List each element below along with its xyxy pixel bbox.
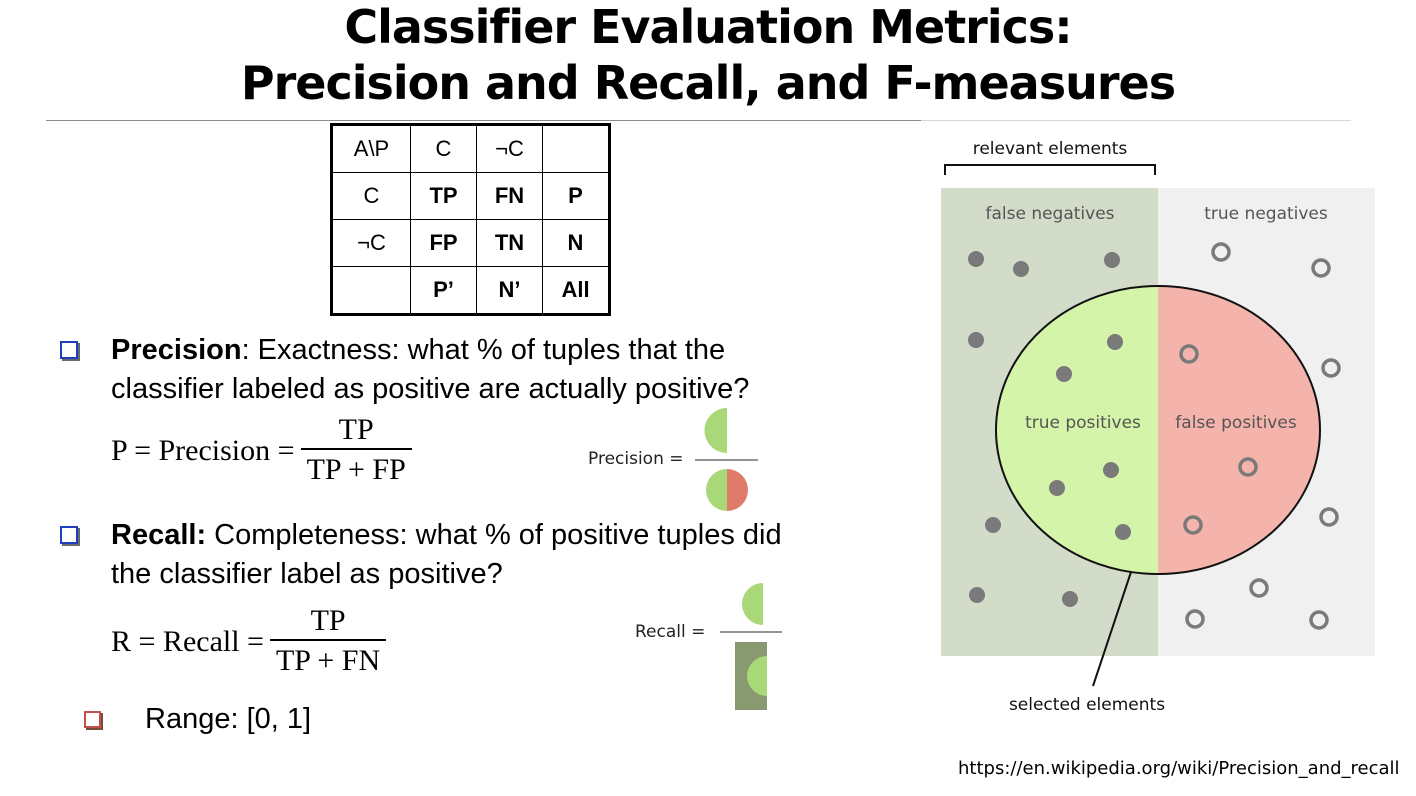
dot	[969, 587, 985, 603]
table-row: P’ N’ All	[331, 266, 610, 315]
true-positives-region	[996, 286, 1158, 574]
selected-elements-circle	[995, 285, 1321, 575]
ring	[1249, 578, 1269, 598]
dot	[985, 517, 1001, 533]
ring	[1321, 358, 1341, 378]
dot	[1107, 334, 1123, 350]
precision-fraction: TP TP + FP	[300, 412, 412, 490]
bullet-square-icon	[60, 526, 78, 544]
bullet-square-icon	[84, 711, 101, 728]
dot	[1103, 462, 1119, 478]
title-divider-right	[921, 120, 1351, 121]
table-cell: FP	[410, 219, 477, 267]
dot	[968, 332, 984, 348]
precision-formula: P = Precision = TP TP + FP	[111, 412, 412, 490]
hollow-dots	[1179, 242, 1341, 630]
table-cell	[542, 124, 610, 173]
recall-numerator: TP	[310, 604, 346, 637]
precision-recall-diagram: relevant elements false negatives true n…	[941, 139, 1375, 715]
dot	[1104, 252, 1120, 268]
table-cell: ¬C	[331, 219, 411, 267]
table-cell: ¬C	[476, 124, 543, 173]
recall-description: Recall: Completeness: what % of positive…	[111, 516, 782, 594]
confusion-matrix-table: A\P C ¬C C TP FN P ¬C FP TN N P’ N’ All	[330, 123, 611, 316]
ring	[1319, 507, 1339, 527]
precision-line-1: : Exactness: what % of tuples that the	[241, 334, 726, 366]
precision-pictogram	[695, 408, 758, 511]
bullet-square-icon	[60, 341, 78, 359]
table-cell: P’	[410, 266, 477, 315]
selected-elements-label: selected elements	[1009, 695, 1165, 715]
slide-title-line-1: Classifier Evaluation Metrics:	[344, 0, 1072, 54]
dot	[1013, 261, 1029, 277]
dot	[1056, 366, 1072, 382]
selected-pointer-line	[1092, 571, 1132, 687]
slide-title-line-2: Precision and Recall, and F-measures	[240, 56, 1176, 110]
table-row: A\P C ¬C	[331, 124, 610, 173]
recall-fraction: TP TP + FN	[269, 603, 387, 681]
ring	[1238, 457, 1258, 477]
table-cell: FN	[476, 172, 543, 220]
dot	[968, 251, 984, 267]
ring	[1185, 609, 1205, 629]
precision-line-2: classifier labeled as positive are actua…	[111, 373, 750, 405]
ring	[1179, 344, 1199, 364]
precision-denominator: TP + FP	[306, 452, 406, 486]
recall-formula-lhs: R = Recall =	[111, 624, 264, 658]
title-divider	[46, 120, 921, 121]
ring	[1311, 258, 1331, 278]
dot	[1062, 591, 1078, 607]
relevant-elements-label: relevant elements	[973, 139, 1128, 159]
dot	[1115, 524, 1131, 540]
precision-formula-lhs: P = Precision =	[111, 433, 295, 467]
table-cell: N’	[476, 266, 543, 315]
filled-dots	[968, 251, 1131, 607]
table-cell: C	[410, 124, 477, 173]
recall-pictogram	[720, 583, 782, 710]
recall-figure-label: Recall =	[635, 622, 706, 642]
precision-description: Precision: Exactness: what % of tuples t…	[111, 331, 749, 407]
false-positives-label: false positives	[1175, 413, 1297, 433]
recall-formula: R = Recall = TP TP + FN	[111, 603, 387, 681]
table-cell: A\P	[331, 124, 411, 173]
false-positives-region	[1158, 286, 1320, 574]
range-text: Range: [0, 1]	[145, 703, 312, 735]
table-cell: P	[542, 172, 610, 220]
recall-line-1: Completeness: what % of positive tuples …	[206, 519, 782, 551]
recall-line-2: the classifier label as positive?	[111, 558, 503, 590]
true-positives-label: true positives	[1025, 413, 1141, 433]
precision-term: Precision	[111, 334, 242, 366]
table-cell: TP	[410, 172, 477, 220]
table-cell: TN	[476, 219, 543, 267]
table-cell: N	[542, 219, 610, 267]
ring	[1211, 242, 1231, 262]
ring	[1183, 515, 1203, 535]
table-row: C TP FN P	[331, 172, 610, 220]
source-url: https://en.wikipedia.org/wiki/Precision_…	[958, 758, 1400, 779]
table-cell: C	[331, 172, 411, 220]
true-negatives-label: true negatives	[1204, 204, 1328, 224]
precision-figure-label: Precision =	[588, 449, 684, 469]
recall-term: Recall:	[111, 519, 207, 551]
ring	[1309, 610, 1329, 630]
table-cell: All	[542, 266, 610, 315]
dot	[1049, 480, 1065, 496]
table-cell	[331, 266, 411, 315]
false-negatives-label: false negatives	[985, 204, 1114, 224]
precision-numerator: TP	[338, 413, 374, 446]
table-row: ¬C FP TN N	[331, 219, 610, 267]
relevant-bracket	[944, 164, 1156, 175]
recall-denominator: TP + FN	[275, 643, 381, 677]
